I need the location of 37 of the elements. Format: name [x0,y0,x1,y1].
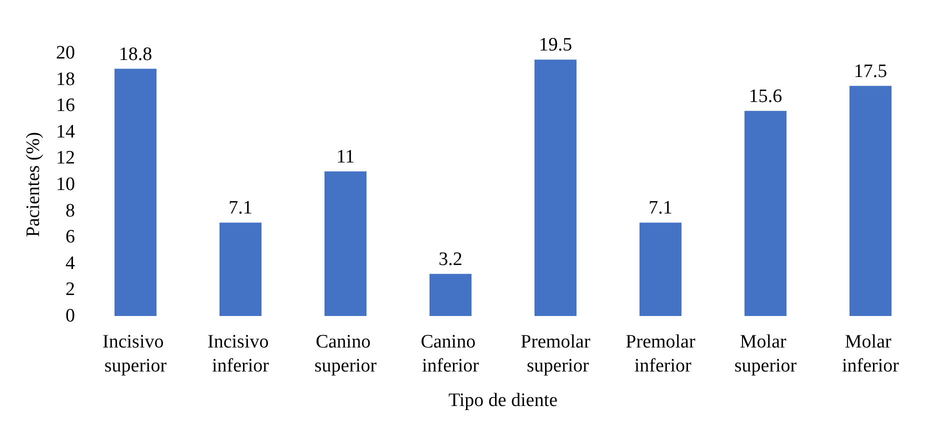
y-tick-label: 10 [56,174,75,195]
y-tick-label: 20 [56,42,75,64]
bar [744,110,786,316]
x-tick-label: Molar inferior [842,332,900,376]
y-tick-label: 8 [66,200,75,222]
data-label: 15.6 [748,86,782,107]
x-tick-label: Molar superior [734,332,798,376]
y-tick-label: 0 [66,306,75,326]
data-label: 19.5 [538,34,572,56]
bar [324,171,366,316]
x-tick-label: Premolar superior [520,332,591,376]
x-tick-label: Premolar inferior [626,332,696,376]
y-tick-label: 4 [66,252,76,274]
x-tick-label: Canino inferior [420,332,480,376]
x-tick-label: Canino superior [314,332,378,376]
x-axis-title: Tipo de diente [448,390,558,411]
bar [640,222,682,316]
data-label: 11 [336,146,355,168]
x-tick-label: Incisivo inferior [208,332,274,376]
y-tick-label: 6 [66,226,75,248]
bar [114,68,156,316]
bar [220,222,262,316]
x-tick-label: Incisivo superior [102,332,168,376]
bar [850,86,892,316]
bar [430,274,472,316]
y-tick-label: 12 [56,148,75,169]
data-label: 7.1 [228,198,252,219]
y-tick-label: 16 [56,95,75,116]
data-label: 18.8 [118,44,152,65]
y-axis-title: Pacientes (%) [23,132,44,237]
y-tick-label: 2 [66,279,75,300]
y-tick-label: 14 [56,121,76,142]
data-label: 7.1 [648,198,672,219]
y-tick-label: 18 [56,68,75,90]
data-label: 17.5 [854,60,888,82]
bar [534,60,576,316]
data-label: 3.2 [438,248,462,270]
